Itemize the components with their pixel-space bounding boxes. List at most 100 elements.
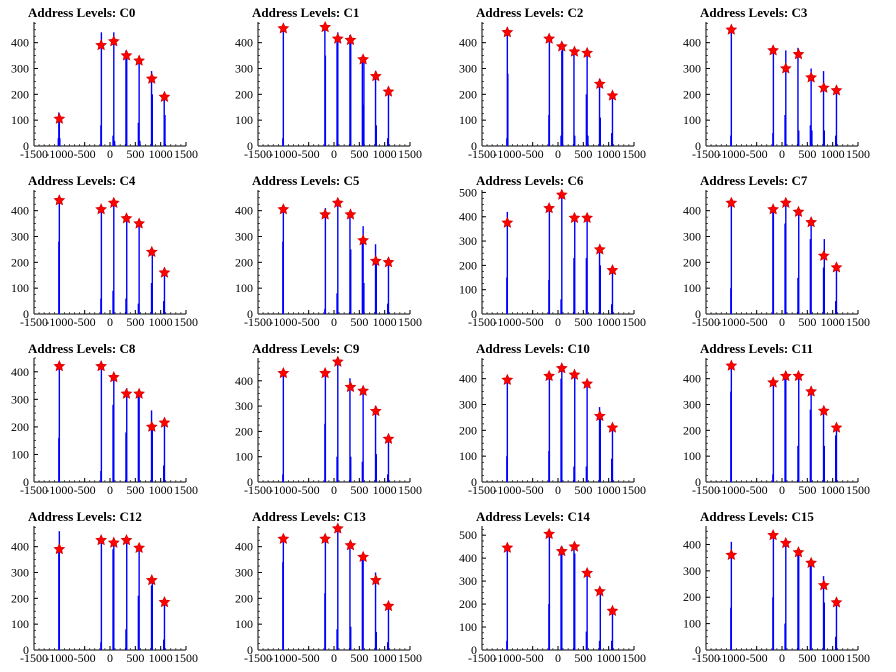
level-star-marker: [382, 85, 395, 97]
level-star-marker: [593, 243, 606, 255]
chart-title: Address Levels: C2: [476, 5, 584, 20]
chart-panel-c14: Address Levels: C14 0 100 200 300 400 500 -1500…: [448, 504, 672, 672]
level-star-marker: [107, 35, 120, 47]
level-star-marker: [344, 380, 357, 393]
x-tick-label: 1500: [174, 147, 198, 161]
level-star-marker: [543, 369, 556, 382]
level-star-marker: [817, 404, 830, 417]
level-star-marker: [805, 556, 818, 568]
level-star-marker: [817, 249, 830, 261]
x-tick-label: 1000: [373, 483, 397, 497]
level-star-marker: [331, 32, 344, 44]
x-tick-label: -1500: [468, 147, 496, 161]
y-tick-label: 300: [235, 399, 253, 413]
x-tick-label: 0: [555, 651, 561, 665]
level-star-marker: [382, 432, 395, 445]
x-tick-label: 1500: [174, 651, 198, 665]
level-star-marker: [145, 72, 158, 84]
x-tick-label: 0: [107, 651, 113, 665]
x-tick-label: -500: [522, 147, 544, 161]
chart-panel-c10: Address Levels: C10 0 100 200 300 400 -1500 -10…: [448, 336, 672, 504]
level-star-marker: [158, 266, 171, 278]
chart-title: Address Levels: C14: [476, 509, 590, 524]
chart-title: Address Levels: C6: [476, 173, 584, 188]
chart-svg: 0 100 200 300 400 -1500-1000 -500 0 500 1000 1500: [11, 357, 198, 497]
chart-title: Address Levels: C4: [28, 173, 136, 188]
level-star-marker: [581, 566, 594, 579]
x-tick-label: -1000: [269, 315, 297, 329]
y-tick-label: 0: [23, 139, 29, 153]
y-tick-label: 300: [235, 566, 253, 580]
x-tick-label: -1000: [493, 147, 521, 161]
x-tick-label: 1500: [846, 651, 870, 665]
x-tick-label: -1000: [269, 651, 297, 665]
x-tick-label: 500: [798, 651, 816, 665]
y-tick-label: 300: [11, 62, 29, 76]
chart-title: Address Levels: C9: [252, 341, 360, 356]
level-star-marker: [779, 369, 792, 382]
level-star-marker: [120, 212, 133, 224]
y-tick-label: 300: [683, 230, 701, 244]
level-star-marker: [767, 376, 780, 388]
level-star-marker: [344, 539, 357, 551]
level-star-marker: [805, 216, 818, 228]
x-tick-label: 1500: [398, 483, 422, 497]
level-star-marker: [555, 362, 568, 374]
level-star-marker: [606, 421, 619, 433]
chart-panel-c12: Address Levels: C12 0 100 200 300 400 -1500 -10…: [0, 504, 224, 672]
chart-svg: 0 100 200 300 400 -1500-1000 -500 0 500 1000 1500: [683, 358, 870, 497]
chart-svg: 0 100 200 300 400 -1500-1000 -500 0 500 1000 1500: [11, 190, 198, 329]
y-tick-label: 200: [235, 591, 253, 605]
level-star-marker: [568, 45, 581, 57]
y-tick-label: 100: [235, 617, 253, 631]
x-tick-label: 1000: [149, 483, 173, 497]
x-tick-label: 1500: [174, 483, 198, 497]
chart-title: Address Levels: C13: [252, 509, 366, 524]
chart-panel-c7: Address Levels: C7 0 100 200 300 400 -1500 -100…: [672, 168, 896, 336]
y-tick-label: 400: [11, 540, 29, 554]
y-tick-label: 200: [11, 420, 29, 434]
y-tick-label: 0: [471, 139, 477, 153]
level-star-marker: [593, 585, 606, 597]
x-tick-label: -1000: [493, 315, 521, 329]
level-star-marker: [792, 205, 805, 218]
x-tick-label: -1000: [717, 483, 745, 497]
chart-panel-c5: Address Levels: C5 0 100 200 300 400 -1500 -100…: [224, 168, 448, 336]
y-tick-label: 0: [247, 643, 253, 657]
level-star-marker: [767, 203, 780, 215]
y-tick-label: 300: [459, 62, 477, 76]
level-star-marker: [543, 202, 556, 214]
x-tick-label: -1000: [493, 483, 521, 497]
x-tick-label: 1000: [597, 483, 621, 497]
y-tick-label: 100: [11, 281, 29, 295]
level-star-marker: [779, 196, 792, 208]
level-star-marker: [817, 579, 830, 591]
x-tick-label: -1500: [20, 315, 48, 329]
x-tick-label: 1000: [597, 651, 621, 665]
level-star-marker: [568, 211, 581, 224]
level-star-marker: [555, 188, 568, 200]
chart-svg: 0 100 200 300 400 -1500-1000 -500 0 500 1000 1500: [235, 20, 422, 161]
y-tick-label: 100: [235, 113, 253, 127]
x-tick-label: 1500: [622, 147, 646, 161]
level-star-marker: [357, 53, 370, 65]
y-tick-label: 300: [11, 392, 29, 406]
y-tick-label: 200: [683, 590, 701, 604]
level-star-marker: [344, 208, 357, 220]
x-tick-label: -500: [74, 651, 96, 665]
x-tick-label: 1500: [398, 315, 422, 329]
x-tick-label: -1500: [20, 147, 48, 161]
y-tick-label: 300: [235, 230, 253, 244]
x-tick-label: 500: [126, 315, 144, 329]
level-star-marker: [120, 387, 133, 399]
y-tick-label: 400: [683, 372, 701, 386]
x-tick-label: 1500: [622, 651, 646, 665]
y-tick-label: 100: [459, 283, 477, 297]
y-tick-label: 200: [459, 597, 477, 611]
chart-panel-c0: Address Levels: C0 0 100 200 300 400 -1500 -100…: [0, 0, 224, 168]
x-tick-label: 500: [574, 483, 592, 497]
level-star-marker: [581, 377, 594, 389]
x-tick-label: -1000: [269, 483, 297, 497]
chart-svg: 0 100 200 300 400 -1500-1000 -500 0 500 1000 1500: [683, 526, 870, 665]
x-tick-label: -500: [522, 315, 544, 329]
